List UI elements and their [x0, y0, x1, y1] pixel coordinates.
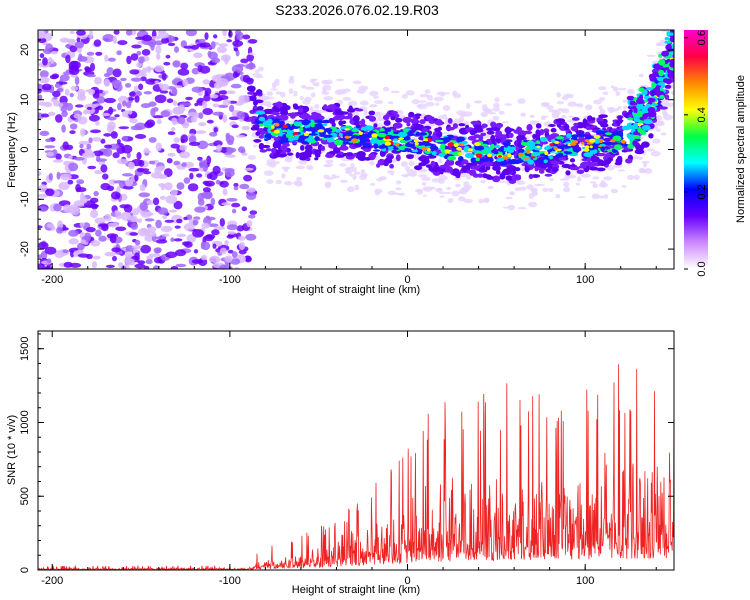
snr-x-tick-label: 100 — [576, 575, 594, 587]
snr-frame — [37, 330, 675, 571]
colorbar: 0.0 0.2 0.4 0.6 Normalized spectral amplitu… — [684, 30, 747, 277]
colorbar-tick-label: 0.4 — [696, 107, 708, 122]
snr-y-tick-label: 1500 — [19, 336, 31, 360]
spectrogram-heatmap — [38, 30, 674, 269]
snr-x-tick-label: -100 — [219, 575, 241, 587]
colorbar-ticks: 0.0 0.2 0.4 0.6 — [684, 30, 708, 277]
colorbar-tick-label: 0.2 — [696, 184, 708, 199]
spectrogram-x-tick-label: -200 — [41, 274, 63, 286]
snr-x-axis-label: Height of straight line (km) — [292, 584, 420, 596]
colorbar-label: Normalized spectral amplitude — [735, 75, 747, 223]
spectrogram-y-tick-label: -20 — [19, 241, 31, 257]
spectrogram-y-tick-label: 10 — [19, 94, 31, 106]
snr-y-tick-label: 1000 — [19, 410, 31, 434]
spectrogram-x-tick-label: -100 — [219, 274, 241, 286]
spectrogram-y-tick-label: 0 — [19, 146, 31, 152]
colorbar-bar — [684, 30, 708, 269]
colorbar-tick-label: 0.0 — [696, 261, 708, 276]
snr-y-tick-label: 500 — [19, 487, 31, 505]
snr-x-tick-label: 0 — [404, 575, 410, 587]
chart-title: S233.2026.076.02.19.R03 — [275, 2, 439, 18]
spectrogram-y-tick-label: 20 — [19, 44, 31, 56]
colorbar-tick-label: 0.6 — [696, 30, 708, 45]
spectrogram-x-tick-label: 0 — [404, 274, 410, 286]
snr-y-tick-label: 0 — [19, 567, 31, 573]
spectrogram-x-tick-label: 100 — [576, 274, 594, 286]
spectrogram-y-tick-label: -10 — [19, 191, 31, 207]
spectrogram-y-axis-label: Frequency (Hz) — [6, 112, 18, 188]
snr-x-tick-label: -200 — [41, 575, 63, 587]
snr-series-line — [38, 364, 674, 570]
spectrogram-x-axis-label: Height of straight line (km) — [292, 284, 420, 296]
snr-y-axis-label: SNR (10 * v/v) — [6, 415, 18, 485]
